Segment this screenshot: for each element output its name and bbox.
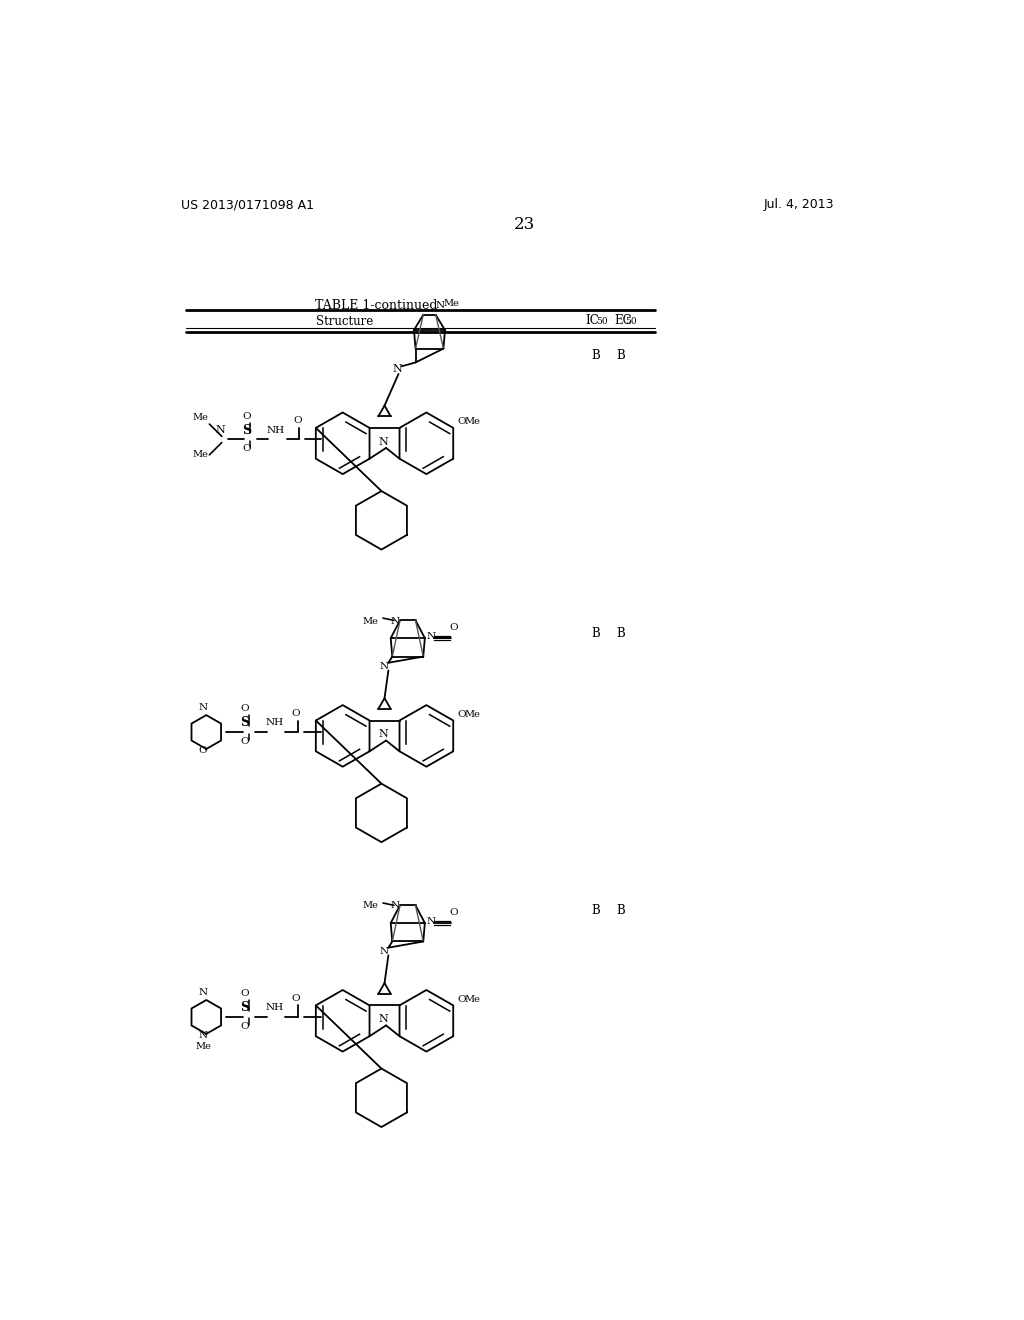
Text: Me: Me xyxy=(465,710,480,719)
Text: O: O xyxy=(199,746,208,755)
Text: Me: Me xyxy=(362,616,378,626)
Text: S: S xyxy=(242,424,251,437)
Text: Me: Me xyxy=(193,413,208,422)
Text: B: B xyxy=(592,627,600,640)
Text: N: N xyxy=(392,364,401,375)
Text: N: N xyxy=(378,730,388,739)
Text: B: B xyxy=(616,904,625,917)
Text: N: N xyxy=(426,917,435,925)
Text: Me: Me xyxy=(443,300,460,309)
Text: O: O xyxy=(241,1022,249,1031)
Text: B: B xyxy=(592,904,600,917)
Text: N: N xyxy=(391,616,399,626)
Text: O: O xyxy=(450,908,459,916)
Text: N: N xyxy=(379,663,388,671)
Text: Me: Me xyxy=(193,450,208,459)
Text: EC: EC xyxy=(614,314,632,327)
Text: O: O xyxy=(450,623,459,632)
Text: NH: NH xyxy=(267,426,285,434)
Text: O: O xyxy=(241,705,249,713)
Text: IC: IC xyxy=(586,314,599,327)
Text: N: N xyxy=(426,632,435,642)
Text: O: O xyxy=(241,990,249,998)
Text: N: N xyxy=(391,902,399,911)
Text: Me: Me xyxy=(465,417,480,426)
Text: 23: 23 xyxy=(514,216,536,234)
Text: Me: Me xyxy=(196,1041,211,1051)
Text: O: O xyxy=(294,417,302,425)
Text: O: O xyxy=(457,710,466,719)
Text: N: N xyxy=(379,946,388,956)
Text: N: N xyxy=(378,437,388,446)
Text: N: N xyxy=(199,987,208,997)
Text: Me: Me xyxy=(465,995,480,1003)
Text: B: B xyxy=(616,627,625,640)
Text: Jul. 4, 2013: Jul. 4, 2013 xyxy=(764,198,834,211)
Text: N: N xyxy=(215,425,225,436)
Text: O: O xyxy=(243,412,251,421)
Text: S: S xyxy=(241,1001,250,1014)
Text: NH: NH xyxy=(265,1003,284,1012)
Text: O: O xyxy=(243,445,251,453)
Text: O: O xyxy=(457,417,466,426)
Text: N: N xyxy=(378,1014,388,1024)
Text: O: O xyxy=(292,994,300,1003)
Text: Structure: Structure xyxy=(316,314,374,327)
Text: NH: NH xyxy=(265,718,284,727)
Text: N: N xyxy=(435,301,444,310)
Text: S: S xyxy=(241,717,250,730)
Text: 50: 50 xyxy=(625,317,636,326)
Text: US 2013/0171098 A1: US 2013/0171098 A1 xyxy=(180,198,313,211)
Text: Me: Me xyxy=(362,902,378,911)
Text: TABLE 1-continued: TABLE 1-continued xyxy=(314,300,437,313)
Text: B: B xyxy=(616,350,625,363)
Text: N: N xyxy=(199,1031,208,1040)
Text: N: N xyxy=(199,704,208,711)
Text: O: O xyxy=(241,737,249,746)
Text: 50: 50 xyxy=(596,317,607,326)
Text: O: O xyxy=(457,995,466,1003)
Text: B: B xyxy=(592,350,600,363)
Text: O: O xyxy=(292,709,300,718)
